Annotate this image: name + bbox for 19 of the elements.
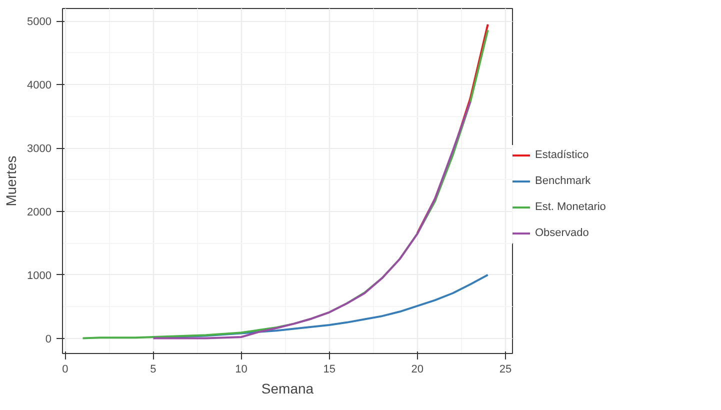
y-tick-label: 3000 [27, 143, 52, 156]
y-tick-label: 2000 [27, 206, 52, 218]
line-series [152, 100, 472, 340]
x-tick-label: 10 [235, 364, 248, 376]
y-tick-label: 5000 [27, 16, 52, 28]
x-tick-label: 20 [411, 364, 424, 376]
x-tick-label: 5 [150, 364, 156, 376]
x-tick-label: 15 [323, 364, 336, 376]
legend-label: Benchmark [535, 175, 591, 187]
y-axis-title: Muertes [3, 156, 20, 206]
y-tick-label: 1000 [27, 270, 52, 282]
y-tick-label: 4000 [27, 80, 52, 92]
legend-label: Observado [535, 227, 589, 239]
x-tick-label: 25 [499, 364, 512, 376]
legend-label: Estadístico [535, 149, 589, 161]
legend-label: Est. Monetario [535, 201, 606, 213]
x-tick-label: 0 [62, 364, 68, 376]
y-tick-label: 0 [45, 333, 52, 346]
x-axis-title: Semana [261, 380, 314, 396]
